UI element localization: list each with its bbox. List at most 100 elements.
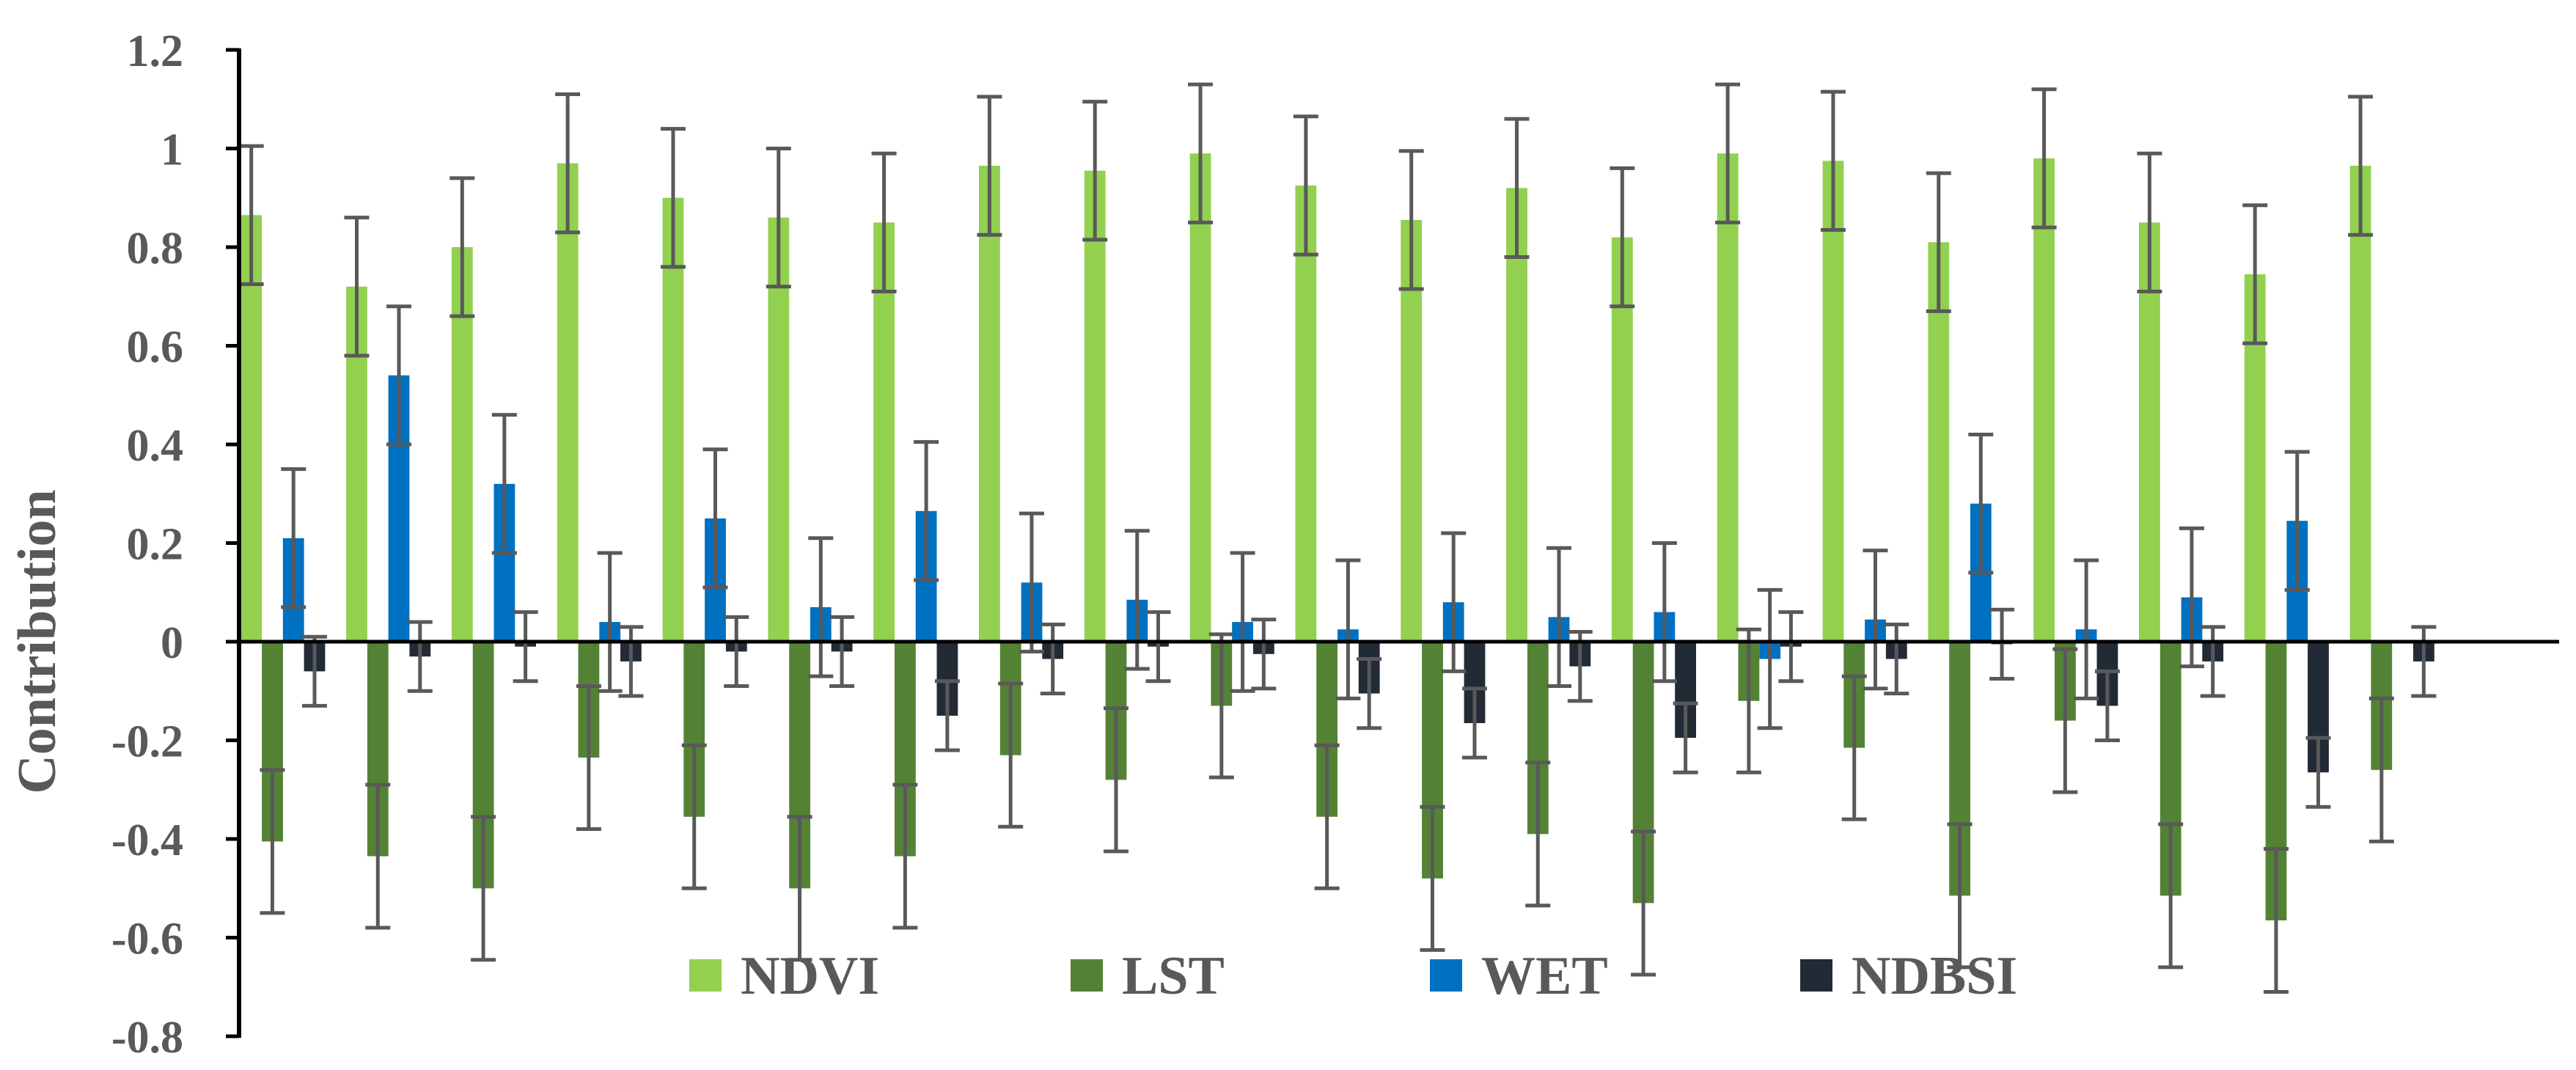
error-bar-ndvi-6 [766, 147, 791, 289]
y-tick-label: -0.4 [111, 816, 183, 865]
error-bar-ndvi-3 [449, 176, 475, 318]
error-bar-lst-6 [787, 815, 812, 962]
error-bar-wet-20 [2284, 450, 2310, 592]
error-bar-lst-19 [2158, 822, 2184, 970]
legend-label-wet: WET [1481, 946, 1608, 1006]
error-bar-wet-13 [1546, 546, 1572, 689]
error-bar-wet-16 [1863, 549, 1888, 691]
y-tick-label: -0.6 [111, 915, 183, 964]
error-bar-wet-17 [1968, 433, 1994, 575]
error-bar-ndvi-8 [977, 95, 1002, 237]
error-bar-ndbsi-20 [2305, 736, 2331, 809]
y-tick-label: 0.2 [127, 520, 184, 570]
error-bar-ndbsi-2 [407, 620, 433, 693]
legend-swatch-wet [1430, 959, 1462, 992]
error-bar-ndbsi-6 [829, 615, 855, 689]
error-bar-wet-11 [1335, 558, 1361, 700]
bars-group [241, 153, 2434, 920]
bar-ndvi-10 [1189, 153, 1211, 642]
y-tick-label: 1.2 [127, 26, 184, 76]
bar-ndvi-18 [2033, 158, 2055, 642]
legend-label-ndvi: NDVI [741, 946, 879, 1006]
error-bar-wet-5 [702, 447, 728, 590]
error-bar-ndvi-4 [555, 92, 581, 235]
error-bar-lst-18 [2052, 647, 2078, 794]
error-bar-lst-2 [365, 783, 391, 930]
bar-ndvi-11 [1295, 185, 1317, 642]
error-bar-lst-15 [1736, 627, 1761, 774]
error-bar-ndvi-13 [1504, 117, 1530, 259]
error-bar-wet-19 [2179, 526, 2204, 669]
error-bar-ndbsi-12 [1461, 686, 1487, 760]
error-bar-wet-18 [2074, 558, 2099, 700]
y-tick-label: -0.8 [111, 1013, 183, 1063]
error-bar-wet-12 [1441, 531, 1467, 673]
legend: NDVI LST WET NDBSI [689, 946, 2017, 1006]
y-tick-label: 0.6 [127, 323, 184, 373]
error-bar-wet-8 [1019, 511, 1044, 653]
error-bar-ndbsi-14 [1673, 701, 1698, 774]
error-bar-ndvi-20 [2242, 203, 2268, 345]
error-bar-wet-7 [914, 440, 939, 582]
legend-swatch-ndvi [689, 959, 722, 992]
error-bar-ndbsi-7 [934, 679, 960, 752]
error-bar-ndvi-5 [660, 127, 686, 269]
error-bar-wet-1 [281, 467, 307, 609]
error-bar-wet-6 [808, 536, 834, 678]
bar-ndvi-16 [1822, 161, 1844, 642]
error-bar-ndbsi-16 [1884, 622, 1909, 696]
error-bar-ndbsi-19 [2200, 625, 2225, 698]
error-bar-ndvi-7 [871, 151, 897, 294]
error-bar-lst-17 [1947, 822, 1973, 970]
error-bar-ndbsi-17 [1989, 607, 2015, 681]
error-bar-wet-15 [1757, 587, 1783, 730]
y-tick-label: -0.2 [111, 717, 183, 767]
y-tick-label: 0.8 [127, 224, 184, 274]
error-bar-lst-8 [998, 681, 1024, 829]
error-bar-lst-1 [260, 768, 285, 915]
error-bar-ndvi-18 [2031, 87, 2057, 230]
error-bar-ndbsi-1 [301, 634, 327, 708]
error-bar-ndbsi-11 [1357, 657, 1382, 730]
legend-item-ndbsi: NDBSI [1800, 946, 2017, 1006]
error-bar-ndvi-21 [2348, 95, 2374, 237]
error-bar-wet-2 [386, 304, 412, 447]
error-bar-ndvi-11 [1293, 114, 1318, 257]
error-bar-ndvi-15 [1715, 82, 1741, 224]
error-bar-ndvi-14 [1610, 166, 1635, 309]
error-bar-lst-4 [576, 684, 601, 832]
bar-ndvi-9 [1084, 170, 1106, 642]
y-tick-label: 0.4 [127, 421, 184, 471]
error-bar-lst-5 [681, 743, 707, 890]
error-bar-ndvi-2 [344, 216, 370, 358]
error-bar-ndvi-19 [2137, 151, 2162, 294]
bar-ndvi-4 [557, 163, 579, 642]
error-bar-lst-7 [892, 783, 918, 930]
error-bar-ndvi-9 [1082, 100, 1108, 242]
y-axis-title: Contribution [7, 489, 67, 794]
error-bar-ndbsi-10 [1251, 618, 1277, 691]
error-bar-lst-3 [471, 815, 496, 962]
error-bar-wet-14 [1651, 541, 1677, 684]
error-bars-group [238, 82, 2437, 994]
error-bar-ndvi-1 [238, 144, 264, 286]
error-bar-ndbsi-4 [618, 625, 644, 698]
y-tick-label: 1 [161, 125, 183, 175]
error-bar-ndbsi-5 [724, 615, 749, 689]
legend-label-lst: LST [1122, 946, 1225, 1006]
error-bar-lst-20 [2263, 846, 2289, 994]
error-bar-wet-9 [1124, 529, 1150, 671]
y-axis: 1.2 1 0.8 0.6 0.4 0.2 0 -0.2 -0.4 -0.6 -0.8 [111, 26, 2559, 1063]
legend-label-ndbsi: NDBSI [1852, 946, 2017, 1006]
error-bar-ndbsi-3 [513, 610, 538, 684]
error-bar-lst-13 [1525, 761, 1551, 908]
error-bar-lst-16 [1841, 674, 1867, 821]
error-bar-ndbsi-18 [2094, 669, 2120, 742]
error-bar-wet-3 [491, 413, 517, 555]
error-bar-lst-12 [1420, 805, 1445, 952]
error-bar-ndvi-17 [1926, 171, 1951, 313]
legend-item-wet: WET [1430, 946, 1608, 1006]
error-bar-ndvi-10 [1188, 82, 1214, 224]
error-bar-ndbsi-8 [1040, 622, 1065, 696]
legend-item-ndvi: NDVI [689, 946, 879, 1006]
